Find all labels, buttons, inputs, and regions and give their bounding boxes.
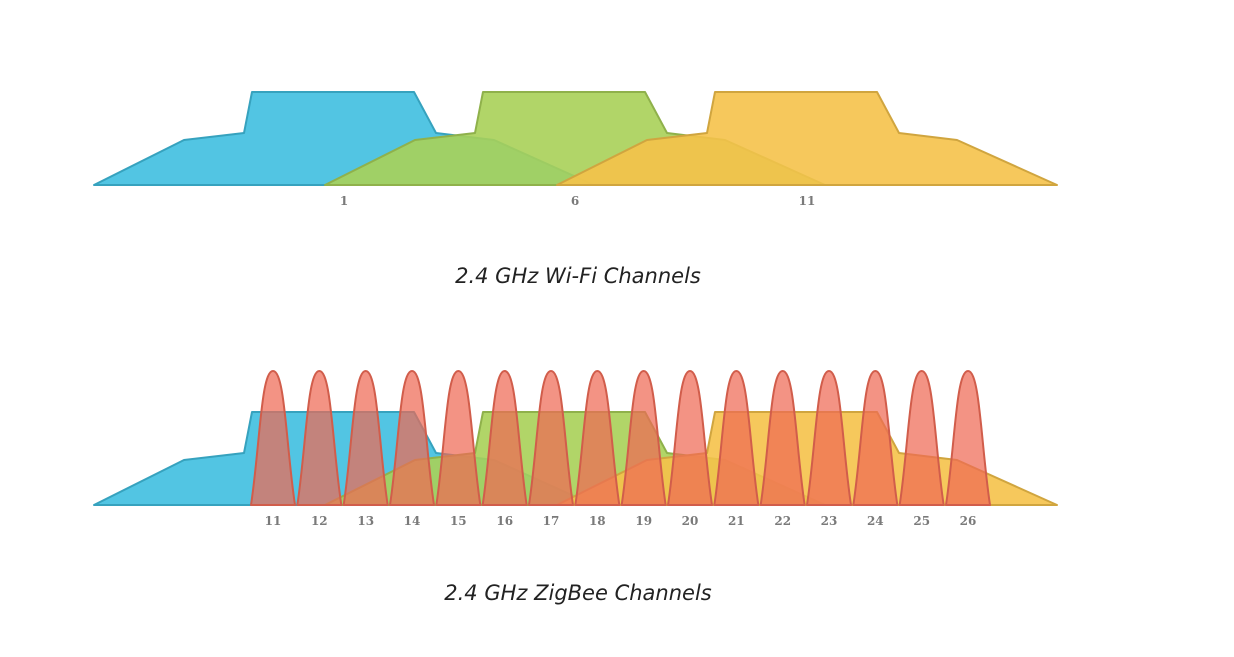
wifi-channel-11-band bbox=[556, 91, 1058, 186]
zigbee-channel-12-band bbox=[296, 370, 343, 506]
zigbee-channel-panel: 11 12 13 14 15 16 17 18 19 20 21 22 23 24 25 26 bbox=[93, 370, 1058, 528]
zigbee-channel-18-band bbox=[574, 370, 621, 506]
zigbee-channel-tick-label: 20 bbox=[682, 514, 699, 528]
zigbee-channel-24-band bbox=[852, 370, 899, 506]
zigbee-channel-15-band bbox=[435, 370, 482, 506]
zigbee-channel-tick-label: 11 bbox=[265, 514, 282, 528]
zigbee-channel-tick-label: 19 bbox=[635, 514, 652, 528]
zigbee-channel-16-band bbox=[481, 370, 528, 506]
zigbee-channel-21-band bbox=[713, 370, 760, 506]
zigbee-channel-tick-label: 16 bbox=[496, 514, 513, 528]
zigbee-channel-tick-label: 13 bbox=[357, 514, 374, 528]
zigbee-channel-tick-label: 21 bbox=[728, 514, 745, 528]
zigbee-channel-tick-label: 25 bbox=[913, 514, 930, 528]
zigbee-channel-25-band bbox=[898, 370, 945, 506]
zigbee-channel-19-band bbox=[620, 370, 667, 506]
zigbee-channel-tick-label: 24 bbox=[867, 514, 884, 528]
zigbee-channel-tick-label: 22 bbox=[774, 514, 791, 528]
zigbee-channel-tick-label: 17 bbox=[543, 514, 560, 528]
zigbee-channel-22-band bbox=[759, 370, 806, 506]
zigbee-channel-11-band bbox=[250, 370, 296, 506]
zigbee-channel-tick-label: 15 bbox=[450, 514, 467, 528]
zigbee-caption: 2.4 GHz ZigBee Channels bbox=[444, 581, 712, 605]
zigbee-channel-tick-label: 18 bbox=[589, 514, 606, 528]
zigbee-channel-tick-label: 12 bbox=[311, 514, 328, 528]
zigbee-channel-17-band bbox=[528, 370, 574, 506]
zigbee-channel-tick-label: 23 bbox=[821, 514, 838, 528]
zigbee-channel-14-band bbox=[389, 370, 435, 506]
zigbee-channel-tick-label: 14 bbox=[404, 514, 421, 528]
zigbee-channel-23-band bbox=[806, 370, 852, 506]
zigbee-channel-20-band bbox=[667, 370, 713, 506]
wifi-channel-tick-label: 11 bbox=[799, 194, 816, 208]
wifi-channel-tick-label: 6 bbox=[571, 194, 579, 208]
zigbee-channel-tick-label: 26 bbox=[960, 514, 977, 528]
wifi-channel-panel: 1 6 11 bbox=[93, 91, 1058, 208]
wifi-channel-tick-label: 1 bbox=[340, 194, 348, 208]
wifi-caption: 2.4 GHz Wi-Fi Channels bbox=[455, 264, 701, 288]
zigbee-channel-13-band bbox=[342, 370, 389, 506]
zigbee-channel-26-band bbox=[945, 370, 991, 506]
